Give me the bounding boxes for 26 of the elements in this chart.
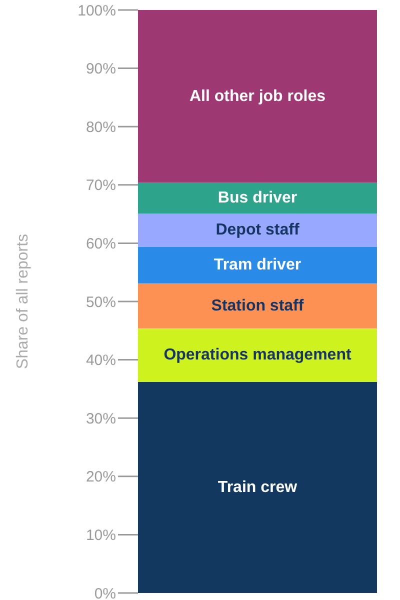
y-tick-label: 60% bbox=[86, 236, 116, 253]
bar bbox=[138, 182, 377, 214]
series-label: Station staff bbox=[211, 297, 304, 314]
y-tick-label: 30% bbox=[86, 410, 116, 428]
bar bbox=[138, 382, 377, 593]
series-label: Tram driver bbox=[214, 256, 302, 274]
bar bbox=[138, 10, 377, 183]
y-tick-label: 40% bbox=[86, 352, 116, 370]
bar bbox=[138, 283, 377, 328]
y-tick-label: 0% bbox=[94, 585, 116, 600]
y-tick-label: 90% bbox=[86, 60, 116, 78]
series-label: Train crew bbox=[218, 478, 298, 496]
bar bbox=[138, 213, 377, 247]
y-tick-label: 100% bbox=[78, 2, 116, 20]
y-tick-label: 80% bbox=[86, 118, 116, 136]
y-tick-label: 50% bbox=[86, 294, 116, 311]
series-label: Depot staff bbox=[216, 222, 300, 239]
bar bbox=[138, 328, 377, 382]
y-tick-label: 20% bbox=[86, 468, 116, 486]
series-label: All other job roles bbox=[189, 88, 326, 105]
bar bbox=[138, 246, 377, 284]
series-label: Bus driver bbox=[218, 190, 298, 207]
y-tick-label: 70% bbox=[86, 177, 116, 194]
y-axis-title: Share of all reports bbox=[14, 234, 32, 370]
y-tick-label: 10% bbox=[86, 527, 116, 544]
series-label: Operations management bbox=[164, 346, 352, 364]
